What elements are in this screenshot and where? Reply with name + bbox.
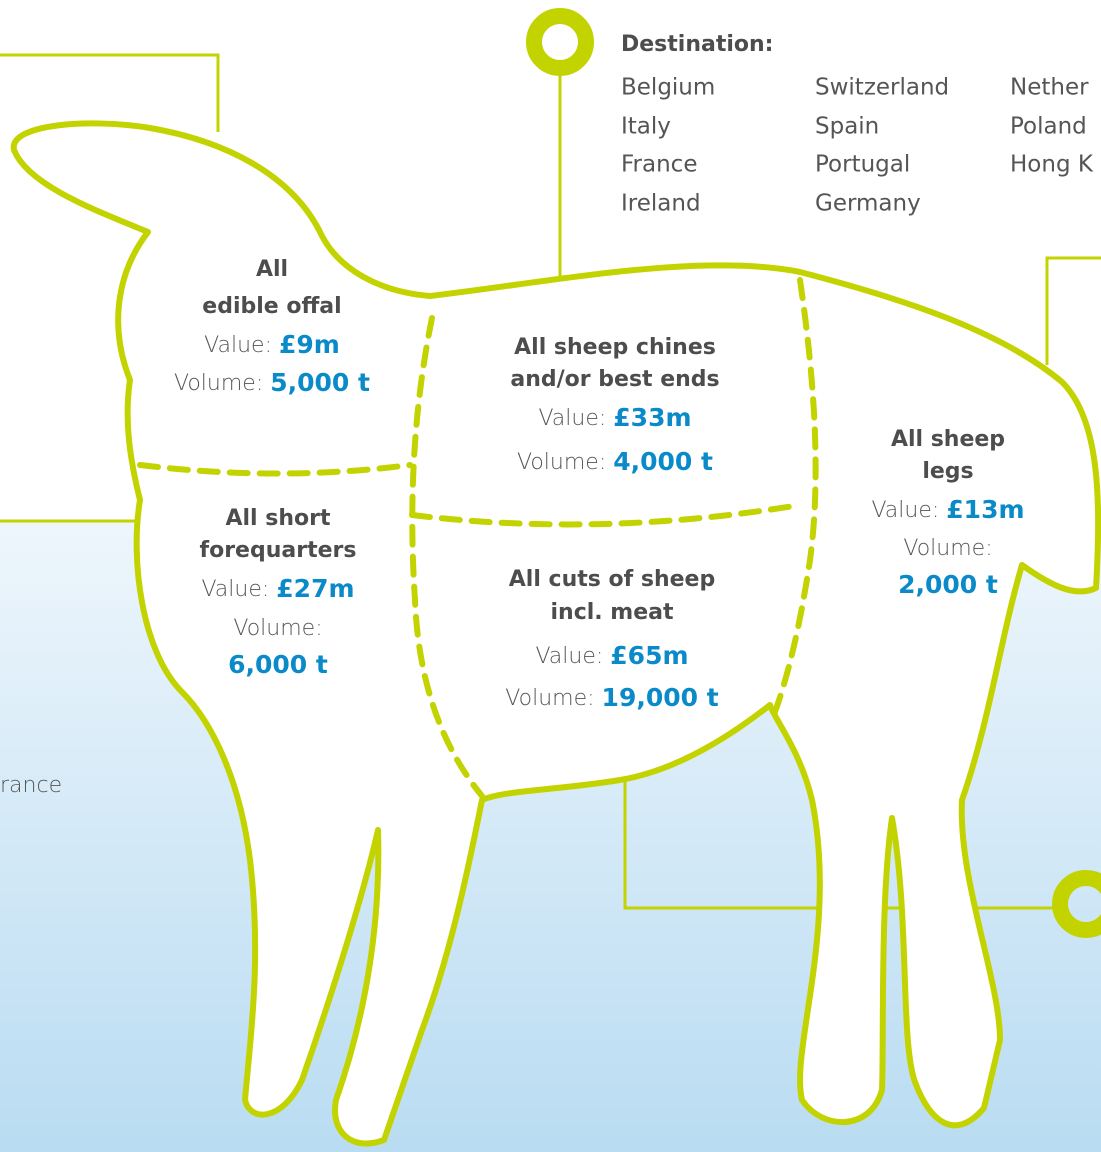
value: £27m: [276, 574, 354, 603]
value-label: Value:: [535, 644, 603, 669]
infographic: Destination: Belgium Italy France Ireland Swi…: [0, 0, 1101, 1152]
country: Poland: [1010, 114, 1087, 140]
cut-name: All sheep chines: [514, 335, 716, 360]
country: Switzerland: [815, 75, 949, 101]
cut-name: and/or best ends: [510, 367, 719, 392]
cut-name: All cuts of sheep: [509, 567, 715, 592]
cut-name: incl. meat: [550, 600, 673, 625]
country: Germany: [815, 191, 921, 217]
volume-line: Volume: 19,000 t: [505, 683, 718, 712]
country: Belgium: [621, 75, 715, 101]
value: £65m: [610, 641, 688, 670]
country: France: [621, 152, 697, 178]
cut-name: All: [256, 257, 288, 282]
fragment-text: rance: [0, 773, 62, 798]
value: £13m: [946, 495, 1024, 524]
volume-label: Volume:: [517, 450, 606, 475]
value: £33m: [613, 403, 691, 432]
country: Ireland: [621, 191, 701, 217]
cut-name: All sheep: [891, 427, 1005, 452]
volume-line: Volume: 4,000 t: [517, 447, 713, 476]
value-line: Value: £65m: [535, 641, 688, 670]
volume: 2,000 t: [898, 570, 998, 599]
country: Hong K: [1010, 152, 1094, 178]
country: Portugal: [815, 152, 910, 178]
volume-label: Volume:: [233, 616, 322, 641]
destination-title: Destination:: [621, 32, 773, 57]
country: Nether: [1010, 75, 1089, 101]
value-label: Value:: [538, 406, 606, 431]
value-label: Value:: [871, 498, 939, 523]
cut-name: legs: [922, 459, 973, 484]
country: Spain: [815, 114, 879, 140]
volume-label: Volume:: [903, 536, 992, 561]
value: £9m: [279, 330, 340, 359]
volume: 4,000 t: [613, 447, 713, 476]
value-label: Value:: [201, 577, 269, 602]
volume-label: Volume:: [505, 686, 594, 711]
cut-name: All short: [225, 506, 330, 531]
value-line: Value: £33m: [538, 403, 691, 432]
value-line: Value: £13m: [871, 495, 1024, 524]
volume: 19,000 t: [602, 683, 719, 712]
country: Italy: [621, 114, 671, 140]
value-line: Value: £27m: [201, 574, 354, 603]
volume-label: Volume:: [174, 371, 263, 396]
cut-name: edible offal: [202, 294, 341, 319]
volume: 6,000 t: [228, 650, 328, 679]
volume-line: Volume: 5,000 t: [174, 368, 370, 397]
page: Destination: Belgium Italy France Ireland Swi…: [0, 0, 1101, 1152]
value-label: Value:: [204, 333, 272, 358]
volume: 5,000 t: [270, 368, 370, 397]
cut-name: forequarters: [200, 538, 357, 563]
